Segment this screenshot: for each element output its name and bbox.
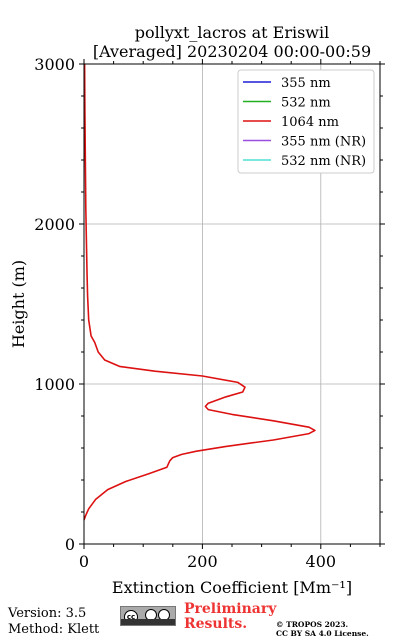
preliminary-line2: Results. [184, 616, 248, 632]
chart-title-line1: pollyxt_lacros at Eriswil [135, 23, 329, 42]
x-tick-label: 0 [79, 552, 89, 571]
y-tick-label: 3000 [34, 55, 75, 74]
series-line-1064-nm [83, 63, 316, 521]
method-text: Method: Klett [8, 622, 100, 637]
legend-entry: 355 nm (NR) [281, 135, 366, 150]
y-tick-label: 1000 [34, 375, 75, 394]
legend-box [237, 69, 375, 174]
legend-entry: 532 nm [281, 96, 331, 111]
x-tick-label: 200 [187, 552, 218, 571]
axis-ticks: 0 200 400 0 1000 2000 3000 [34, 55, 385, 571]
y-axis-label: Height (m) [9, 260, 28, 348]
copyright-line1: © TROPOS 2023. [276, 620, 349, 629]
badge-bar [121, 619, 175, 625]
chart-title-line2: [Averaged] 20230204 00:00-00:59 [93, 42, 371, 61]
version-text: Version: 3.5 [8, 606, 87, 621]
series-layer [83, 63, 316, 521]
legend-entry: 532 nm (NR) [281, 154, 366, 169]
preliminary-line1: Preliminary [184, 601, 277, 617]
legend: 355 nm 532 nm 1064 nm 355 nm (NR) 532 nm (NR… [237, 69, 375, 174]
x-axis-label: Extinction Coefficient [Mm⁻¹] [112, 578, 352, 597]
copyright-notice: © TROPOS 2023. CC BY SA 4.0 License. [276, 620, 369, 638]
legend-entry: 355 nm [281, 76, 331, 91]
legend-entry: 1064 nm [281, 115, 339, 130]
cc-by-sa-badge-icon: cc [120, 606, 176, 626]
copyright-line2: CC BY SA 4.0 License. [276, 629, 369, 638]
preliminary-results-label: Preliminary Results. [184, 602, 276, 632]
y-tick-label: 2000 [34, 215, 75, 234]
x-tick-label: 400 [306, 552, 337, 571]
extinction-profile-chart: pollyxt_lacros at Eriswil [Averaged] 202… [9, 23, 385, 597]
y-tick-label: 0 [65, 535, 75, 554]
